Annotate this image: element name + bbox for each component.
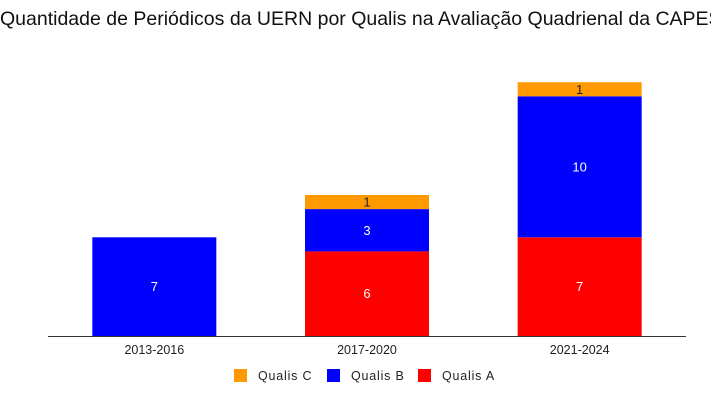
bar-segment-qualis-c-2021-2024 [517,82,642,97]
data-label: 7 [576,279,583,294]
bar-segment-qualis-b-2017-2020 [305,209,429,252]
legend-label: Qualis C [258,369,312,383]
bar-segment-qualis-a-2021-2024 [517,237,642,336]
data-label: 1 [576,82,583,97]
legend-label: Qualis A [442,369,495,383]
data-label: 3 [363,223,370,238]
data-label: 6 [363,286,370,301]
legend-swatch-qualis-b [327,369,340,382]
data-label: 7 [151,279,158,294]
bar-segment-qualis-c-2017-2020 [305,195,429,210]
chart-title: Quantidade de Periódicos da UERN por Qua… [0,8,711,30]
x-tick-label: 2013-2016 [124,343,184,357]
legend-swatch-qualis-c [234,369,247,382]
bar-segment-qualis-b-2021-2024 [517,96,642,238]
bar-segment-qualis-b-2013-2016 [92,237,217,336]
data-label: 10 [572,159,586,174]
x-tick-label: 2017-2020 [337,343,397,357]
legend-swatch-qualis-a [418,369,431,382]
x-tick-label: 2021-2024 [550,343,610,357]
data-label: 1 [363,195,370,210]
bar-segment-qualis-a-2017-2020 [305,251,429,336]
legend-label: Qualis B [351,369,405,383]
